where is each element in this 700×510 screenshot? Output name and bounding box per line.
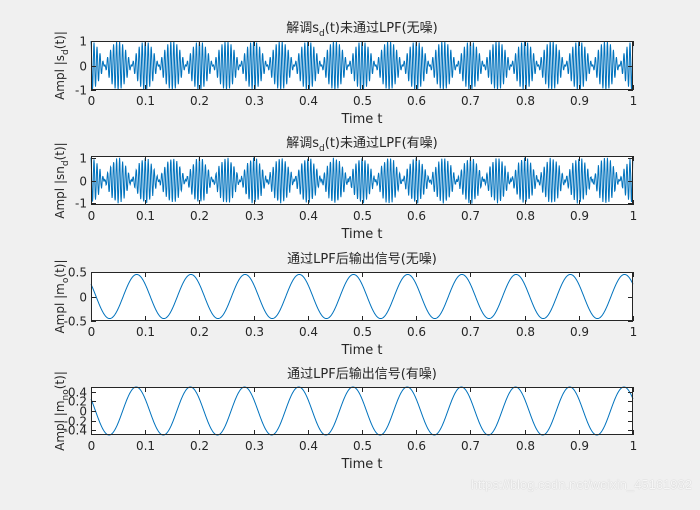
x-axis-label: Time t xyxy=(340,343,382,358)
x-tick-label: 0.3 xyxy=(245,94,264,108)
x-tick-label: 0.9 xyxy=(570,439,589,453)
x-tick-label: 0.3 xyxy=(245,209,264,223)
x-tick-label: 1 xyxy=(630,209,638,223)
y-tick-label: -1 xyxy=(75,84,87,98)
y-tick-label: -1 xyxy=(75,197,87,211)
x-tick-label: 0 xyxy=(88,94,96,108)
x-tick-label: 0.3 xyxy=(245,439,264,453)
x-tick-label: 0.7 xyxy=(461,94,480,108)
x-tick-label: 0.6 xyxy=(407,325,426,339)
y-axis-label: Ampl |mno(t)| xyxy=(53,371,71,451)
x-tick-label: 0.5 xyxy=(353,325,372,339)
x-tick-label: 1 xyxy=(630,325,638,339)
x-tick-label: 0.5 xyxy=(353,439,372,453)
y-tick-label: 0 xyxy=(79,405,87,419)
x-tick-label: 0 xyxy=(88,209,96,223)
x-tick-label: 0.7 xyxy=(461,209,480,223)
x-tick-label: 1 xyxy=(630,94,638,108)
x-axis-label: Time t xyxy=(340,457,382,472)
x-tick-label: 0.8 xyxy=(516,94,535,108)
x-tick-label: 0.5 xyxy=(353,94,372,108)
x-tick-label: 0.2 xyxy=(190,209,209,223)
y-axis-label: Ampl |sd(t)| xyxy=(53,31,71,100)
x-tick-label: 0.2 xyxy=(190,325,209,339)
x-tick-label: 0.1 xyxy=(136,94,155,108)
plot-area xyxy=(91,387,633,435)
x-tick-label: 0.6 xyxy=(407,209,426,223)
x-tick-label: 1 xyxy=(630,439,638,453)
y-tick-label: 0.5 xyxy=(68,266,87,280)
y-tick-label: -0.5 xyxy=(64,315,87,329)
x-tick-label: 0.6 xyxy=(407,94,426,108)
x-tick-label: 0.4 xyxy=(299,439,318,453)
y-tick-label: 0.2 xyxy=(68,395,87,409)
x-tick-label: 0.1 xyxy=(136,325,155,339)
y-tick-label: -0.4 xyxy=(64,424,87,438)
x-tick-label: 0.8 xyxy=(516,325,535,339)
x-tick-label: 0.4 xyxy=(299,94,318,108)
y-tick-label: 0.4 xyxy=(68,386,87,400)
watermark: https://blog.csdn.net/weixin_45161982 xyxy=(470,477,692,492)
x-tick-label: 0.8 xyxy=(516,209,535,223)
y-tick-label: -0.2 xyxy=(64,415,87,429)
subplot-1: 0 0.1 0.2 0.3 0.4 0.5 0.6 0.7 0.8 0.9 1-101解调sd(t)… xyxy=(53,21,637,127)
x-tick-label: 0.4 xyxy=(299,209,318,223)
subplot-3: 0 0.1 0.2 0.3 0.4 0.5 0.6 0.7 0.8 0.9 1-0.500.5通过L… xyxy=(53,251,637,358)
x-tick-label: 0.7 xyxy=(461,439,480,453)
x-tick-label: 0.2 xyxy=(190,439,209,453)
subplot-4: 0 0.1 0.2 0.3 0.4 0.5 0.6 0.7 0.8 0.9 1-0.4-0.200.… xyxy=(53,366,637,472)
y-tick-label: 0 xyxy=(79,175,87,189)
subplot-title: 通过LPF后输出信号(无噪) xyxy=(287,251,437,267)
x-tick-label: 0.9 xyxy=(570,325,589,339)
y-axis-label: Ampl |mo(t)| xyxy=(53,259,71,333)
subplot-title: 解调sd(t)未通过LPF(无噪) xyxy=(286,21,437,39)
x-tick-label: 0.4 xyxy=(299,325,318,339)
x-axis-label: Time t xyxy=(340,112,382,127)
x-axis-label: Time t xyxy=(340,227,382,242)
x-tick-label: 0 xyxy=(88,325,96,339)
y-tick-label: 0 xyxy=(79,291,87,305)
x-tick-label: 0.9 xyxy=(570,94,589,108)
plot-area xyxy=(91,272,633,321)
x-tick-label: 0.1 xyxy=(136,209,155,223)
x-tick-label: 0.2 xyxy=(190,94,209,108)
x-tick-label: 0.8 xyxy=(516,439,535,453)
subplot-2: 0 0.1 0.2 0.3 0.4 0.5 0.6 0.7 0.8 0.9 1-101解调sd(t)… xyxy=(53,136,637,242)
y-tick-label: 1 xyxy=(79,35,87,49)
y-tick-label: 1 xyxy=(79,152,87,166)
x-tick-label: 0.7 xyxy=(461,325,480,339)
x-tick-label: 0.9 xyxy=(570,209,589,223)
x-tick-label: 0.6 xyxy=(407,439,426,453)
series-line xyxy=(90,273,634,320)
x-tick-label: 0.3 xyxy=(245,325,264,339)
y-axis-label: Ampl |snd(t)| xyxy=(53,142,71,218)
x-tick-label: 0 xyxy=(88,439,96,453)
subplot-title: 解调sd(t)未通过LPF(有噪) xyxy=(286,136,437,154)
y-tick-label: 0 xyxy=(79,60,87,74)
x-tick-label: 0.1 xyxy=(136,439,155,453)
subplot-title: 通过LPF后输出信号(有噪) xyxy=(287,366,437,382)
x-tick-label: 0.5 xyxy=(353,209,372,223)
